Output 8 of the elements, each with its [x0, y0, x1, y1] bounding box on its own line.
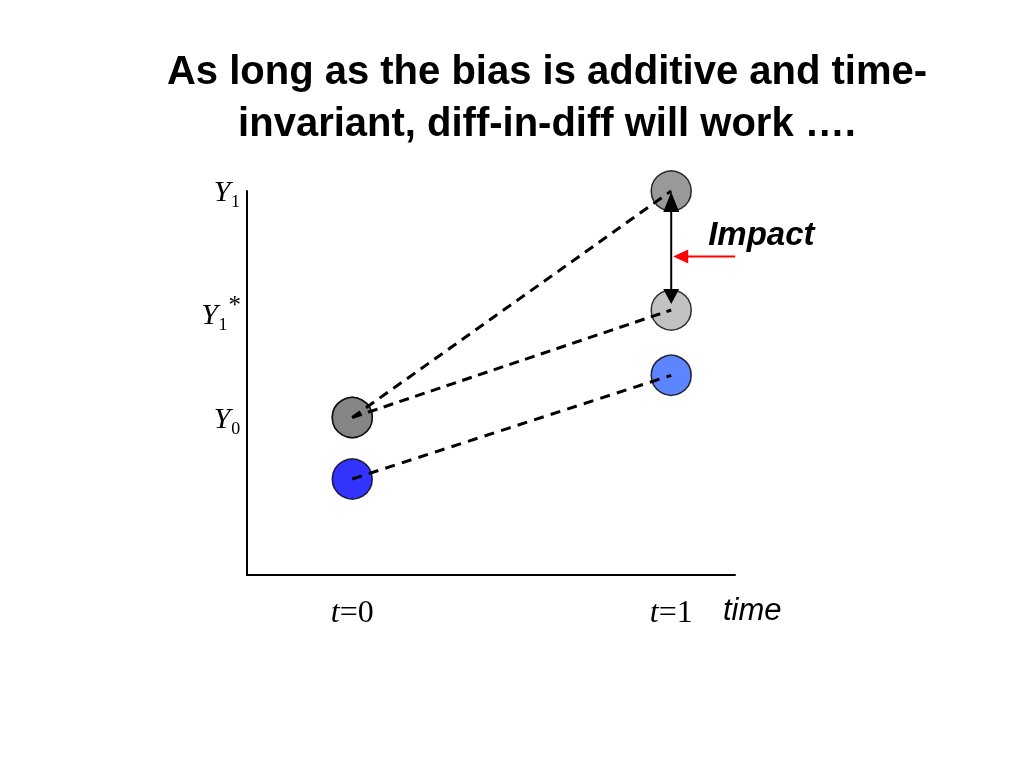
text: Y₁$^{*}$	[201, 290, 241, 330]
chart-title: As long as the bias is additive and time-invariant, diff-in-diff will work ….	[165, 47, 929, 146]
text: Y₁	[213, 174, 241, 207]
annotation: Impact	[708, 214, 815, 252]
text: Y₀	[213, 400, 241, 434]
x-tick-label: t=1	[649, 593, 693, 629]
x-tick-label: t=0	[330, 593, 374, 629]
x-axis-title: time	[723, 592, 782, 627]
